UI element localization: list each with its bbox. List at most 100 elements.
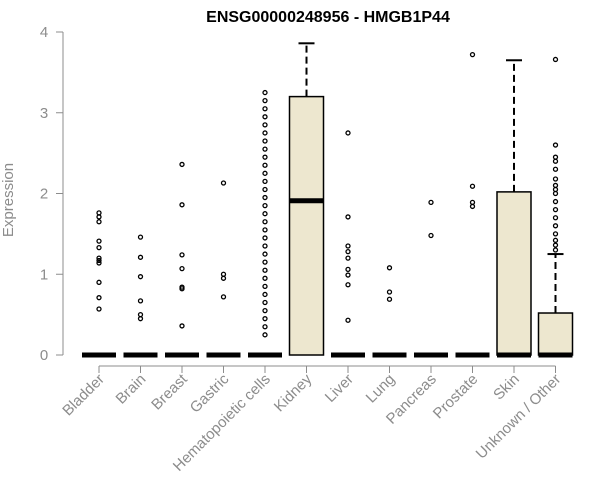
outlier-point [262,97,268,104]
box-11 [537,56,574,358]
outlier-point [262,186,268,193]
outlier-point [552,182,559,189]
box-8 [414,199,448,358]
y-tick-label: 0 [40,347,48,364]
box-6 [331,130,365,358]
box-1 [123,234,158,358]
outlier-point [262,146,268,152]
outlier-point [345,214,351,220]
outlier-point [96,279,102,285]
box-body [537,312,574,356]
outlier-point [552,215,559,221]
box-3 [206,180,241,358]
y-axis-label: Expression [0,163,17,237]
outlier-point [552,142,559,148]
outlier-point [262,307,268,314]
outlier-point [262,162,268,168]
outlier-point [96,260,102,266]
y-tick-label: 2 [40,186,48,203]
outlier-point [345,272,351,278]
outlier-point [262,259,268,265]
outlier-point [552,223,559,229]
x-tick-label: Prostate [430,371,482,423]
outlier-point [96,219,102,225]
outlier-point [552,231,559,237]
box-body [288,95,325,356]
outlier-point [262,138,268,144]
outlier-point [179,265,185,272]
outlier-point [179,252,185,258]
outlier-point [262,243,268,249]
outlier-point [262,275,268,281]
outlier-point [345,243,351,249]
outlier-point [220,271,227,277]
box-9 [455,51,490,358]
outlier-point [96,244,102,251]
outlier-point [220,294,227,300]
outlier-point [262,106,268,112]
box-10 [496,59,532,358]
outlier-point [262,291,268,298]
outlier-point [179,284,185,290]
outlier-point [262,154,268,160]
box-4 [248,89,282,358]
outlier-point [262,283,268,290]
outlier-point [262,178,268,185]
box-7 [372,265,407,358]
outlier-point [262,316,268,322]
x-tick-label: Lung [363,371,399,407]
x-tick-label: Bladder [59,371,108,420]
outlier-point [552,242,559,248]
x-tick-label: Breast [148,370,191,413]
outlier-point [345,255,351,261]
outlier-point [552,198,559,205]
outlier-point [552,247,559,253]
outlier-point [96,238,102,244]
outlier-point [137,254,144,260]
outlier-point [96,257,102,264]
outlier-point [345,248,351,255]
outlier-point [552,176,559,182]
outlier-point [137,234,144,240]
outlier-point [428,199,434,206]
outlier-point [262,89,268,96]
outlier-point [262,219,268,225]
box-0 [82,210,116,358]
chart-title: ENSG00000248956 - HMGB1P44 [206,9,450,26]
outlier-point [262,251,268,257]
outlier-point [262,130,268,136]
outlier-point [179,161,185,168]
x-tick-label: Skin [490,371,523,404]
outlier-point [428,232,434,239]
outlier-point [262,332,268,338]
outlier-point [179,202,185,208]
outlier-point [262,267,268,273]
boxes-group [82,42,574,358]
x-tick-label: Liver [322,371,357,406]
outlier-point [262,324,268,330]
outlier-point [262,114,268,120]
outlier-point [345,130,351,136]
outlier-point [96,210,102,216]
outlier-point [262,211,268,217]
y-axis: 0 1 2 3 4 [40,24,64,364]
outlier-point [552,237,559,243]
outlier-point [179,323,185,329]
outlier-point [262,122,268,128]
outlier-point [262,235,268,241]
outlier-point [552,206,559,213]
outlier-point [96,295,102,301]
outlier-point [386,265,393,271]
outlier-point [220,180,227,186]
outlier-point [262,202,268,209]
outlier-point [137,311,144,318]
outlier-point [345,317,351,323]
outlier-point [262,299,268,306]
outlier-point [96,255,102,261]
outlier-point [262,194,268,201]
x-tick-label: Brain [113,371,150,408]
outlier-point [137,274,144,280]
outlier-point [96,306,102,312]
